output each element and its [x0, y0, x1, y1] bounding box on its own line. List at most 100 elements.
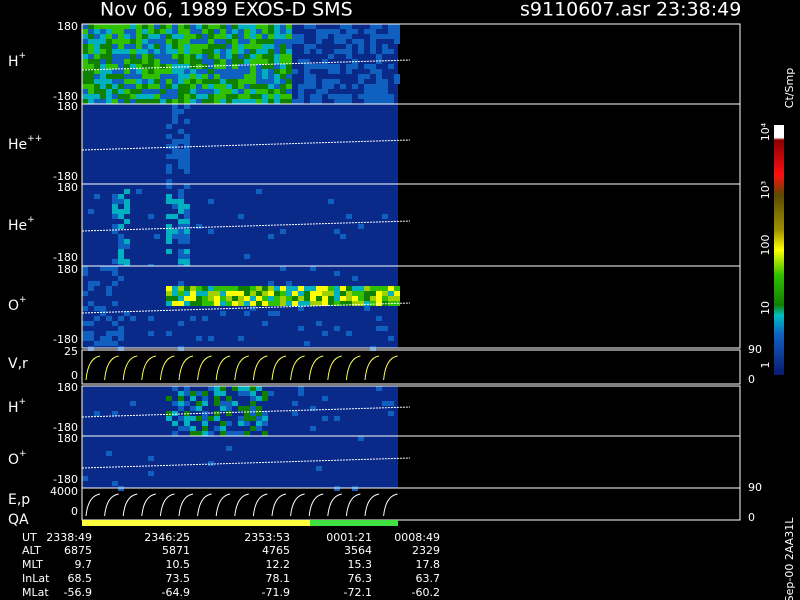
- spectrogram-cell: [124, 244, 130, 249]
- spectrogram-cell: [274, 79, 280, 84]
- spectrogram-cell: [178, 296, 184, 301]
- spectrogram-cell: [214, 34, 220, 39]
- spectrogram-cell: [298, 99, 304, 104]
- table-cell: 12.2: [266, 558, 291, 571]
- spectrogram-cell: [166, 411, 172, 416]
- table-cell: 2329: [412, 544, 440, 557]
- spectrogram-cell: [94, 39, 100, 44]
- spectrogram-cell: [316, 29, 322, 34]
- spectrogram-cell: [226, 94, 232, 99]
- spectrogram-cell: [262, 391, 268, 396]
- spectrogram-cell: [238, 291, 244, 296]
- spectrogram-cell: [280, 74, 286, 79]
- trace: [81, 59, 411, 71]
- spectrogram-cell: [130, 24, 136, 29]
- spectrogram-cell: [82, 336, 88, 341]
- spectrogram-cell: [124, 94, 130, 99]
- spectrogram-cell: [262, 29, 268, 34]
- spectrogram-cell: [184, 164, 190, 169]
- spectrogram-cell: [238, 59, 244, 64]
- spectrogram-cell: [310, 64, 316, 69]
- spectrogram-cell: [94, 316, 100, 321]
- spectrogram-cell: [136, 84, 142, 89]
- spectrogram-cell: [94, 79, 100, 84]
- spectrogram-cell: [94, 341, 100, 346]
- spectrogram-cell: [148, 64, 154, 69]
- spectrogram-cell: [226, 74, 232, 79]
- spectrogram-cell: [250, 391, 256, 396]
- spectrogram-cell: [388, 401, 394, 406]
- spectrogram-cell: [82, 266, 88, 271]
- spectrogram-cell: [118, 199, 124, 204]
- spectrogram-cell: [154, 94, 160, 99]
- spectrogram-cell: [124, 74, 130, 79]
- spectrogram-cell: [124, 59, 130, 64]
- spectrogram-cell: [160, 34, 166, 39]
- spectrogram-cell: [370, 39, 376, 44]
- spectrogram-cell: [112, 59, 118, 64]
- y-tick-label: -180: [53, 473, 78, 486]
- spectrogram-cell: [250, 396, 256, 401]
- spectrogram-cell: [196, 59, 202, 64]
- spectrogram-cell: [340, 301, 346, 306]
- spectrogram-cell: [328, 79, 334, 84]
- spectrogram-cell: [196, 34, 202, 39]
- table-cell: 76.3: [348, 572, 373, 585]
- spectrogram-cell: [358, 74, 364, 79]
- colorbar-label: 100: [759, 235, 772, 256]
- spectrogram-cell: [244, 416, 250, 421]
- spectrogram-cell: [112, 331, 118, 336]
- spectrogram-cell: [202, 59, 208, 64]
- spectrogram-cell: [232, 301, 238, 306]
- spectrogram-cell: [130, 94, 136, 99]
- spectrogram-cell: [274, 89, 280, 94]
- spectrogram-cell: [100, 59, 106, 64]
- spectrogram-cell: [394, 29, 400, 34]
- spectrogram-cell: [268, 34, 274, 39]
- spectrogram-cell: [106, 74, 112, 79]
- spectrogram-cell: [196, 224, 202, 229]
- panel-label-base: He: [8, 137, 27, 153]
- spectrogram-cell: [112, 79, 118, 84]
- spectrogram-cell: [232, 296, 238, 301]
- spectrogram-cell: [112, 29, 118, 34]
- spectrogram-cell: [166, 286, 172, 291]
- spectrogram-cell: [202, 416, 208, 421]
- y2-tick-label: 90: [748, 343, 762, 356]
- spectrogram-cell: [364, 64, 370, 69]
- spectrogram-cell: [112, 44, 118, 49]
- spectrogram-cell: [184, 154, 190, 159]
- spectrogram-cell: [118, 194, 124, 199]
- spectrogram-cell: [280, 89, 286, 94]
- panel-label-base: O: [8, 452, 19, 468]
- spectrogram-cell: [106, 29, 112, 34]
- spectrogram-cell: [334, 79, 340, 84]
- spectrogram-cell: [154, 74, 160, 79]
- spectrogram-cell: [226, 431, 232, 436]
- panel-frame: [81, 349, 741, 385]
- row-label: MLT: [22, 558, 43, 571]
- spectrogram-cell: [250, 401, 256, 406]
- spectrogram-cell: [136, 54, 142, 59]
- spectrogram-cell: [118, 331, 124, 336]
- spectrogram-cell: [298, 296, 304, 301]
- spectrogram-cell: [214, 401, 220, 406]
- spectrogram-cell: [358, 44, 364, 49]
- spectrogram-cell: [286, 69, 292, 74]
- spectrogram-cell: [376, 74, 382, 79]
- spectrogram-cell: [346, 286, 352, 291]
- trace: [85, 493, 101, 517]
- spectrogram-cell: [262, 64, 268, 69]
- spectrogram-cell: [184, 259, 190, 264]
- spectrogram-cell: [334, 291, 340, 296]
- spectrogram-cell: [382, 291, 388, 296]
- spectrogram-cell: [268, 59, 274, 64]
- table-cell: 4765: [262, 544, 290, 557]
- spectrogram-cell: [262, 301, 268, 306]
- table-cell: 73.5: [166, 572, 191, 585]
- spectrogram-cell: [316, 39, 322, 44]
- spectrogram-cell: [280, 44, 286, 49]
- spectrogram-cell: [214, 59, 220, 64]
- spectrogram-cell: [142, 59, 148, 64]
- spectrogram-cell: [100, 311, 106, 316]
